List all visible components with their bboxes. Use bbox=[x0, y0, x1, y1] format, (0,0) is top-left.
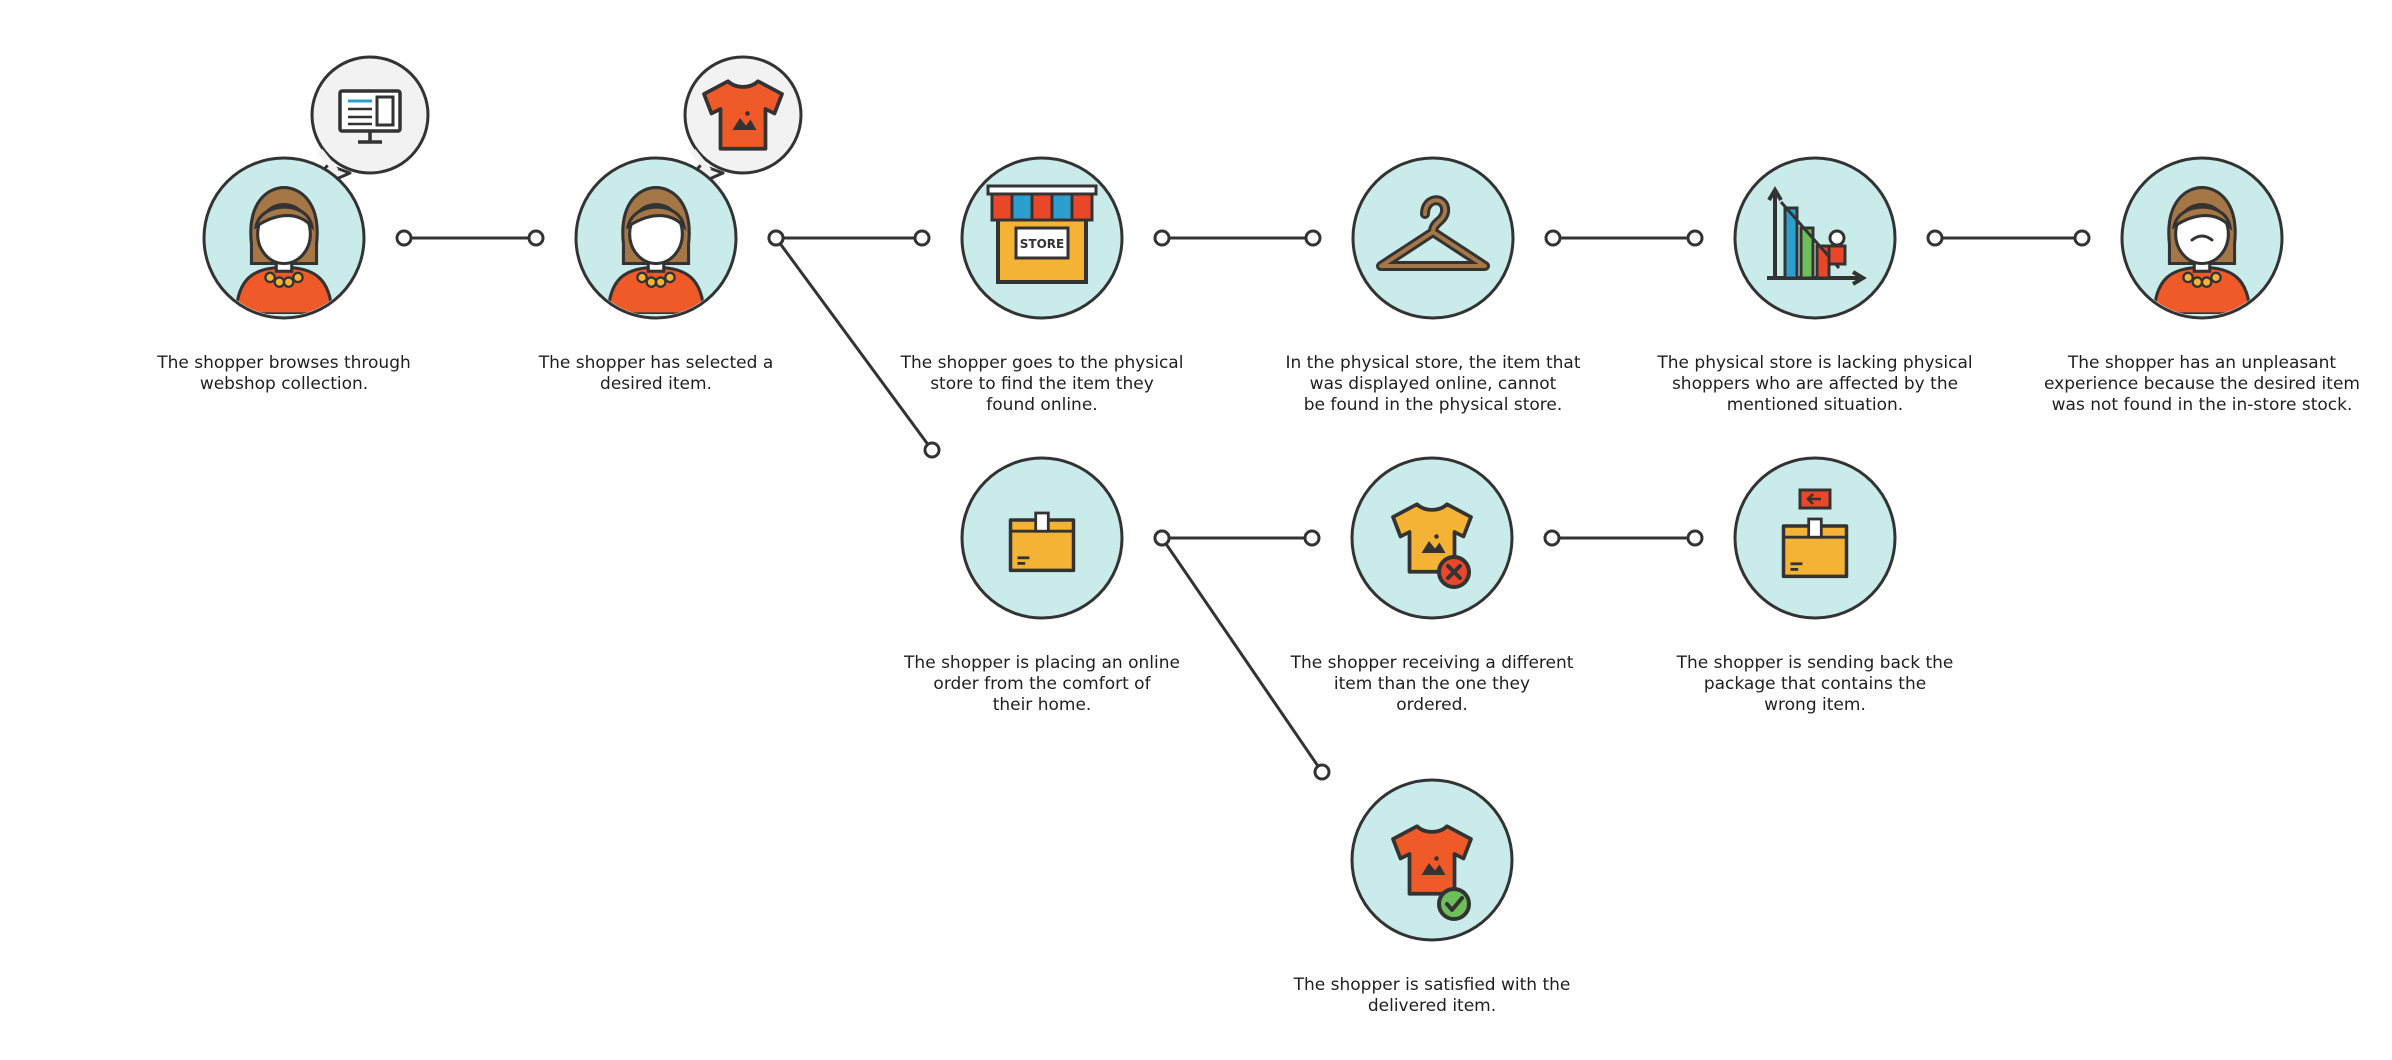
bar-chart-shoppers-icon bbox=[1767, 186, 1867, 286]
node-send-back bbox=[1733, 456, 1897, 620]
caption-selected: The shopper has selected a desired item. bbox=[538, 353, 774, 394]
connector-lacking-to-unpleasant bbox=[1926, 229, 2091, 247]
caption-browse: The shopper browses through webshop coll… bbox=[157, 353, 411, 394]
connector-dot bbox=[2073, 229, 2091, 247]
caption-online-order: The shopper is placing an online order f… bbox=[904, 653, 1180, 715]
connector-dot bbox=[913, 229, 931, 247]
node-browse bbox=[202, 55, 430, 320]
connector-goes-store-to-not-found bbox=[1153, 229, 1322, 247]
hanger-icon bbox=[1376, 195, 1490, 271]
connector-dot bbox=[1686, 529, 1704, 547]
connector-dot bbox=[1544, 229, 1562, 247]
connector-online-order-to-wrong-item bbox=[1153, 529, 1321, 547]
node-circle bbox=[1733, 156, 1897, 320]
connector-dot bbox=[527, 229, 545, 247]
shopper-sad-icon bbox=[2152, 185, 2252, 314]
caption-lacking: The physical store is lacking physical s… bbox=[1657, 353, 1973, 415]
caption-unpleasant: The shopper has an unpleasant experience… bbox=[2044, 353, 2360, 415]
caption-goes-store: The shopper goes to the physical store t… bbox=[900, 353, 1184, 415]
node-lacking bbox=[1733, 156, 1897, 320]
connector-dot bbox=[1304, 229, 1322, 247]
connector-dot bbox=[395, 229, 413, 247]
connector-wrong-item-to-send-back bbox=[1543, 529, 1704, 547]
caption-satisfied: The shopper is satisfied with the delive… bbox=[1293, 975, 1571, 1016]
connector-dot bbox=[923, 441, 941, 459]
caption-wrong-item: The shopper receiving a different item t… bbox=[1290, 653, 1574, 715]
connector-dot bbox=[767, 229, 785, 247]
node-online-order bbox=[960, 456, 1124, 620]
node-circle bbox=[1351, 156, 1515, 320]
node-wrong-item bbox=[1350, 456, 1514, 620]
tshirt-wrong-icon bbox=[1391, 502, 1473, 589]
node-selected bbox=[574, 55, 803, 320]
connector-dot bbox=[1543, 529, 1561, 547]
connector-dot bbox=[1153, 529, 1171, 547]
package-box-icon bbox=[1008, 511, 1076, 573]
connector-dot bbox=[1313, 763, 1331, 781]
node-unpleasant bbox=[2120, 156, 2284, 320]
caption-not-found: In the physical store, the item that was… bbox=[1285, 353, 1581, 415]
connector-selected-to-online-order bbox=[767, 229, 941, 459]
node-satisfied bbox=[1350, 778, 1514, 942]
connector-lines bbox=[395, 229, 2091, 781]
connector-browse-to-selected bbox=[395, 229, 545, 247]
tshirt-check-icon bbox=[1391, 824, 1473, 921]
connector-dot bbox=[1303, 529, 1321, 547]
connector-dot bbox=[1686, 229, 1704, 247]
connector-dot bbox=[1153, 229, 1171, 247]
connector-selected-to-goes-store bbox=[767, 229, 931, 247]
node-goes-store: STORE bbox=[960, 156, 1124, 320]
connector-online-order-to-satisfied bbox=[1153, 529, 1331, 781]
connector-not-found-to-lacking bbox=[1544, 229, 1704, 247]
journey-nodes: STORE bbox=[202, 55, 2284, 942]
caption-send-back: The shopper is sending back the package … bbox=[1676, 653, 1954, 715]
node-not-found bbox=[1351, 156, 1515, 320]
package-return-icon bbox=[1781, 488, 1849, 579]
store-icon: STORE bbox=[986, 184, 1098, 284]
connector-dot bbox=[1926, 229, 1944, 247]
store-sign-text: STORE bbox=[1020, 237, 1064, 251]
computer-monitor-icon bbox=[338, 89, 402, 144]
